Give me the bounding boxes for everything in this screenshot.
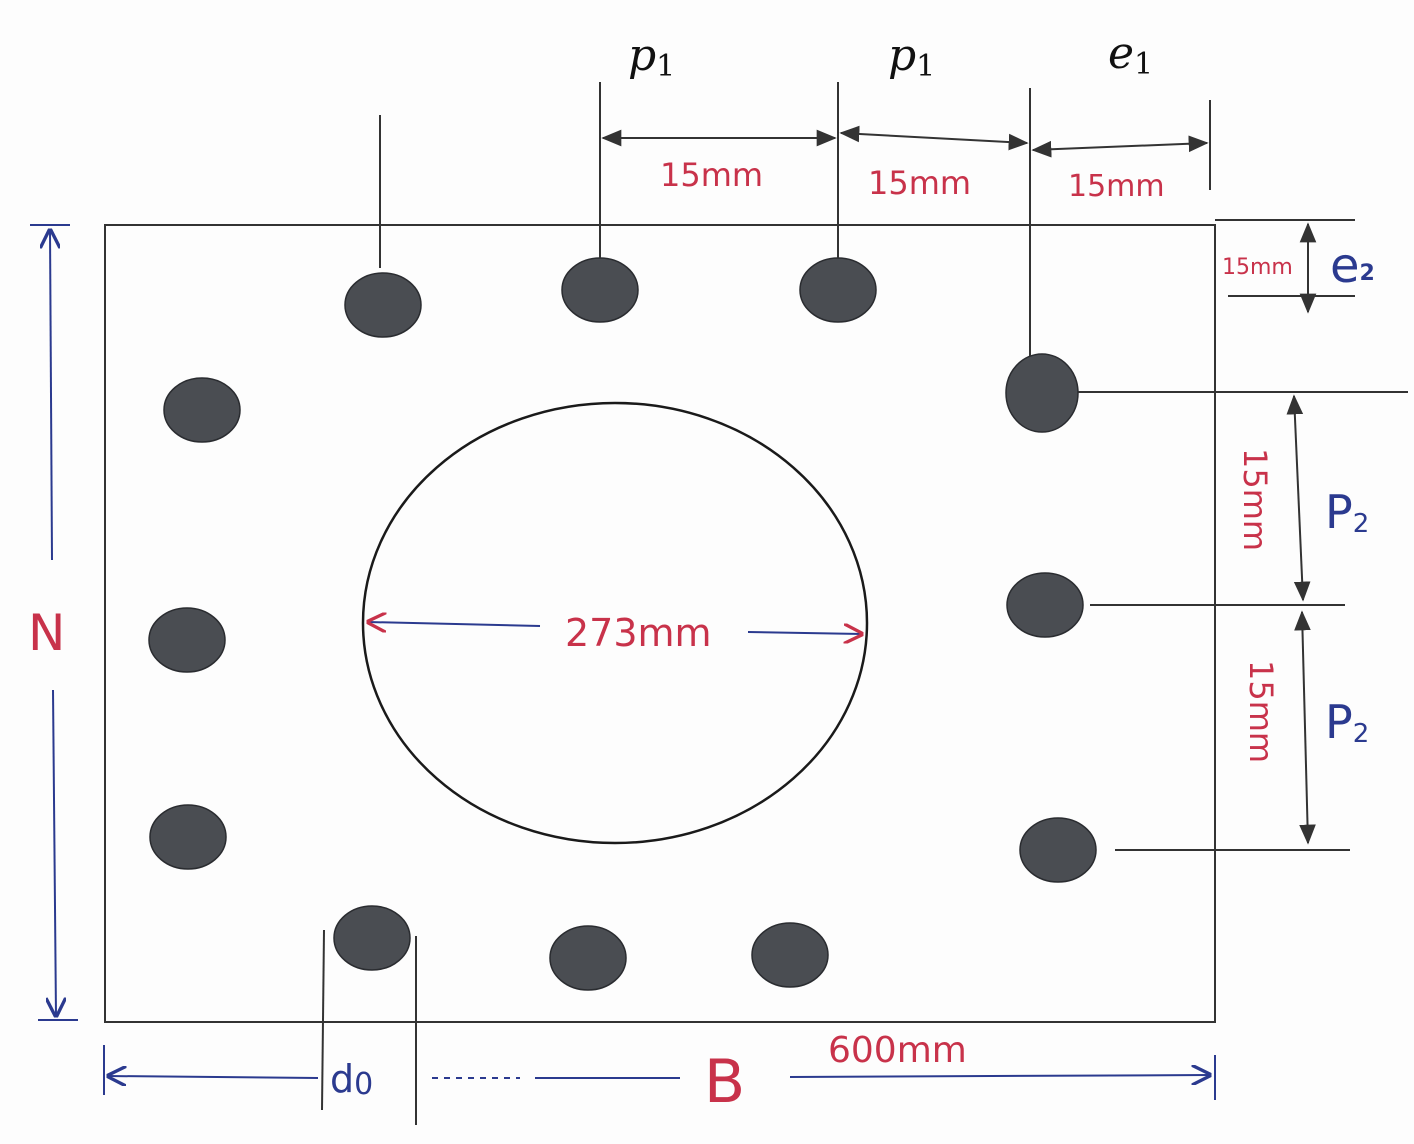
p2-upper-label: P2 [1325,485,1369,539]
e2-dimension [1215,219,1355,314]
n-dimension [30,224,78,1021]
p2-lower-arrow [1294,610,1316,845]
bolt-hole [148,607,226,673]
p1-right-arrow [839,125,1029,151]
p1-right-label: p1 [888,30,935,84]
e1-value: 15mm [1068,169,1165,204]
p2-dimension [1078,391,1408,851]
bolt-hole [163,377,241,443]
p1-left-value: 15mm [660,156,763,194]
n-arrow-upper [50,230,52,561]
circle-diameter-value: 273mm [565,611,712,655]
bolt-hole [149,804,227,870]
circle-diameter-dimension [368,622,862,634]
p2-upper-value: 15mm [1236,448,1274,551]
bolt-hole [333,905,411,971]
plate-outline [104,224,1216,1023]
diameter-arrow-left [368,622,541,626]
p2-lower-value: 15mm [1242,660,1280,763]
bolt-hole [344,272,422,338]
e2-value: 15mm [1222,255,1293,280]
b-arrow-right [789,1075,1210,1077]
bolt-hole [561,257,639,323]
top-dimension-arrows [601,125,1209,158]
bolt-holes [148,257,1097,991]
b-arrow-left [108,1076,319,1078]
b-label: B [704,1047,745,1117]
bolt-hole [799,257,877,323]
diameter-arrow-right [747,632,862,634]
e2-label: e2 [1330,238,1375,294]
extension-line [321,929,325,1111]
n-arrow-lower [53,689,56,1016]
p2-lower-label: P2 [1325,695,1369,749]
e1-arrow [1031,135,1209,158]
p1-left-label: p1 [628,30,675,84]
width-value: 600mm [828,1030,967,1071]
p1-right-value: 15mm [868,164,971,202]
d0-label: d0 [330,1057,373,1102]
e1-label: e1 [1108,28,1153,82]
p2-upper-arrow [1286,394,1311,602]
b-dimension [103,1045,1216,1100]
n-label: N [28,604,65,662]
d0-extension-lines [321,929,417,1125]
bolt-hole [549,925,627,991]
central-opening [361,401,869,845]
bolt-hole [751,922,829,988]
bolt-hole [1019,817,1097,883]
bolt-hole [1005,353,1079,433]
top-extension-lines [379,82,1211,356]
bolt-hole [1006,572,1084,638]
